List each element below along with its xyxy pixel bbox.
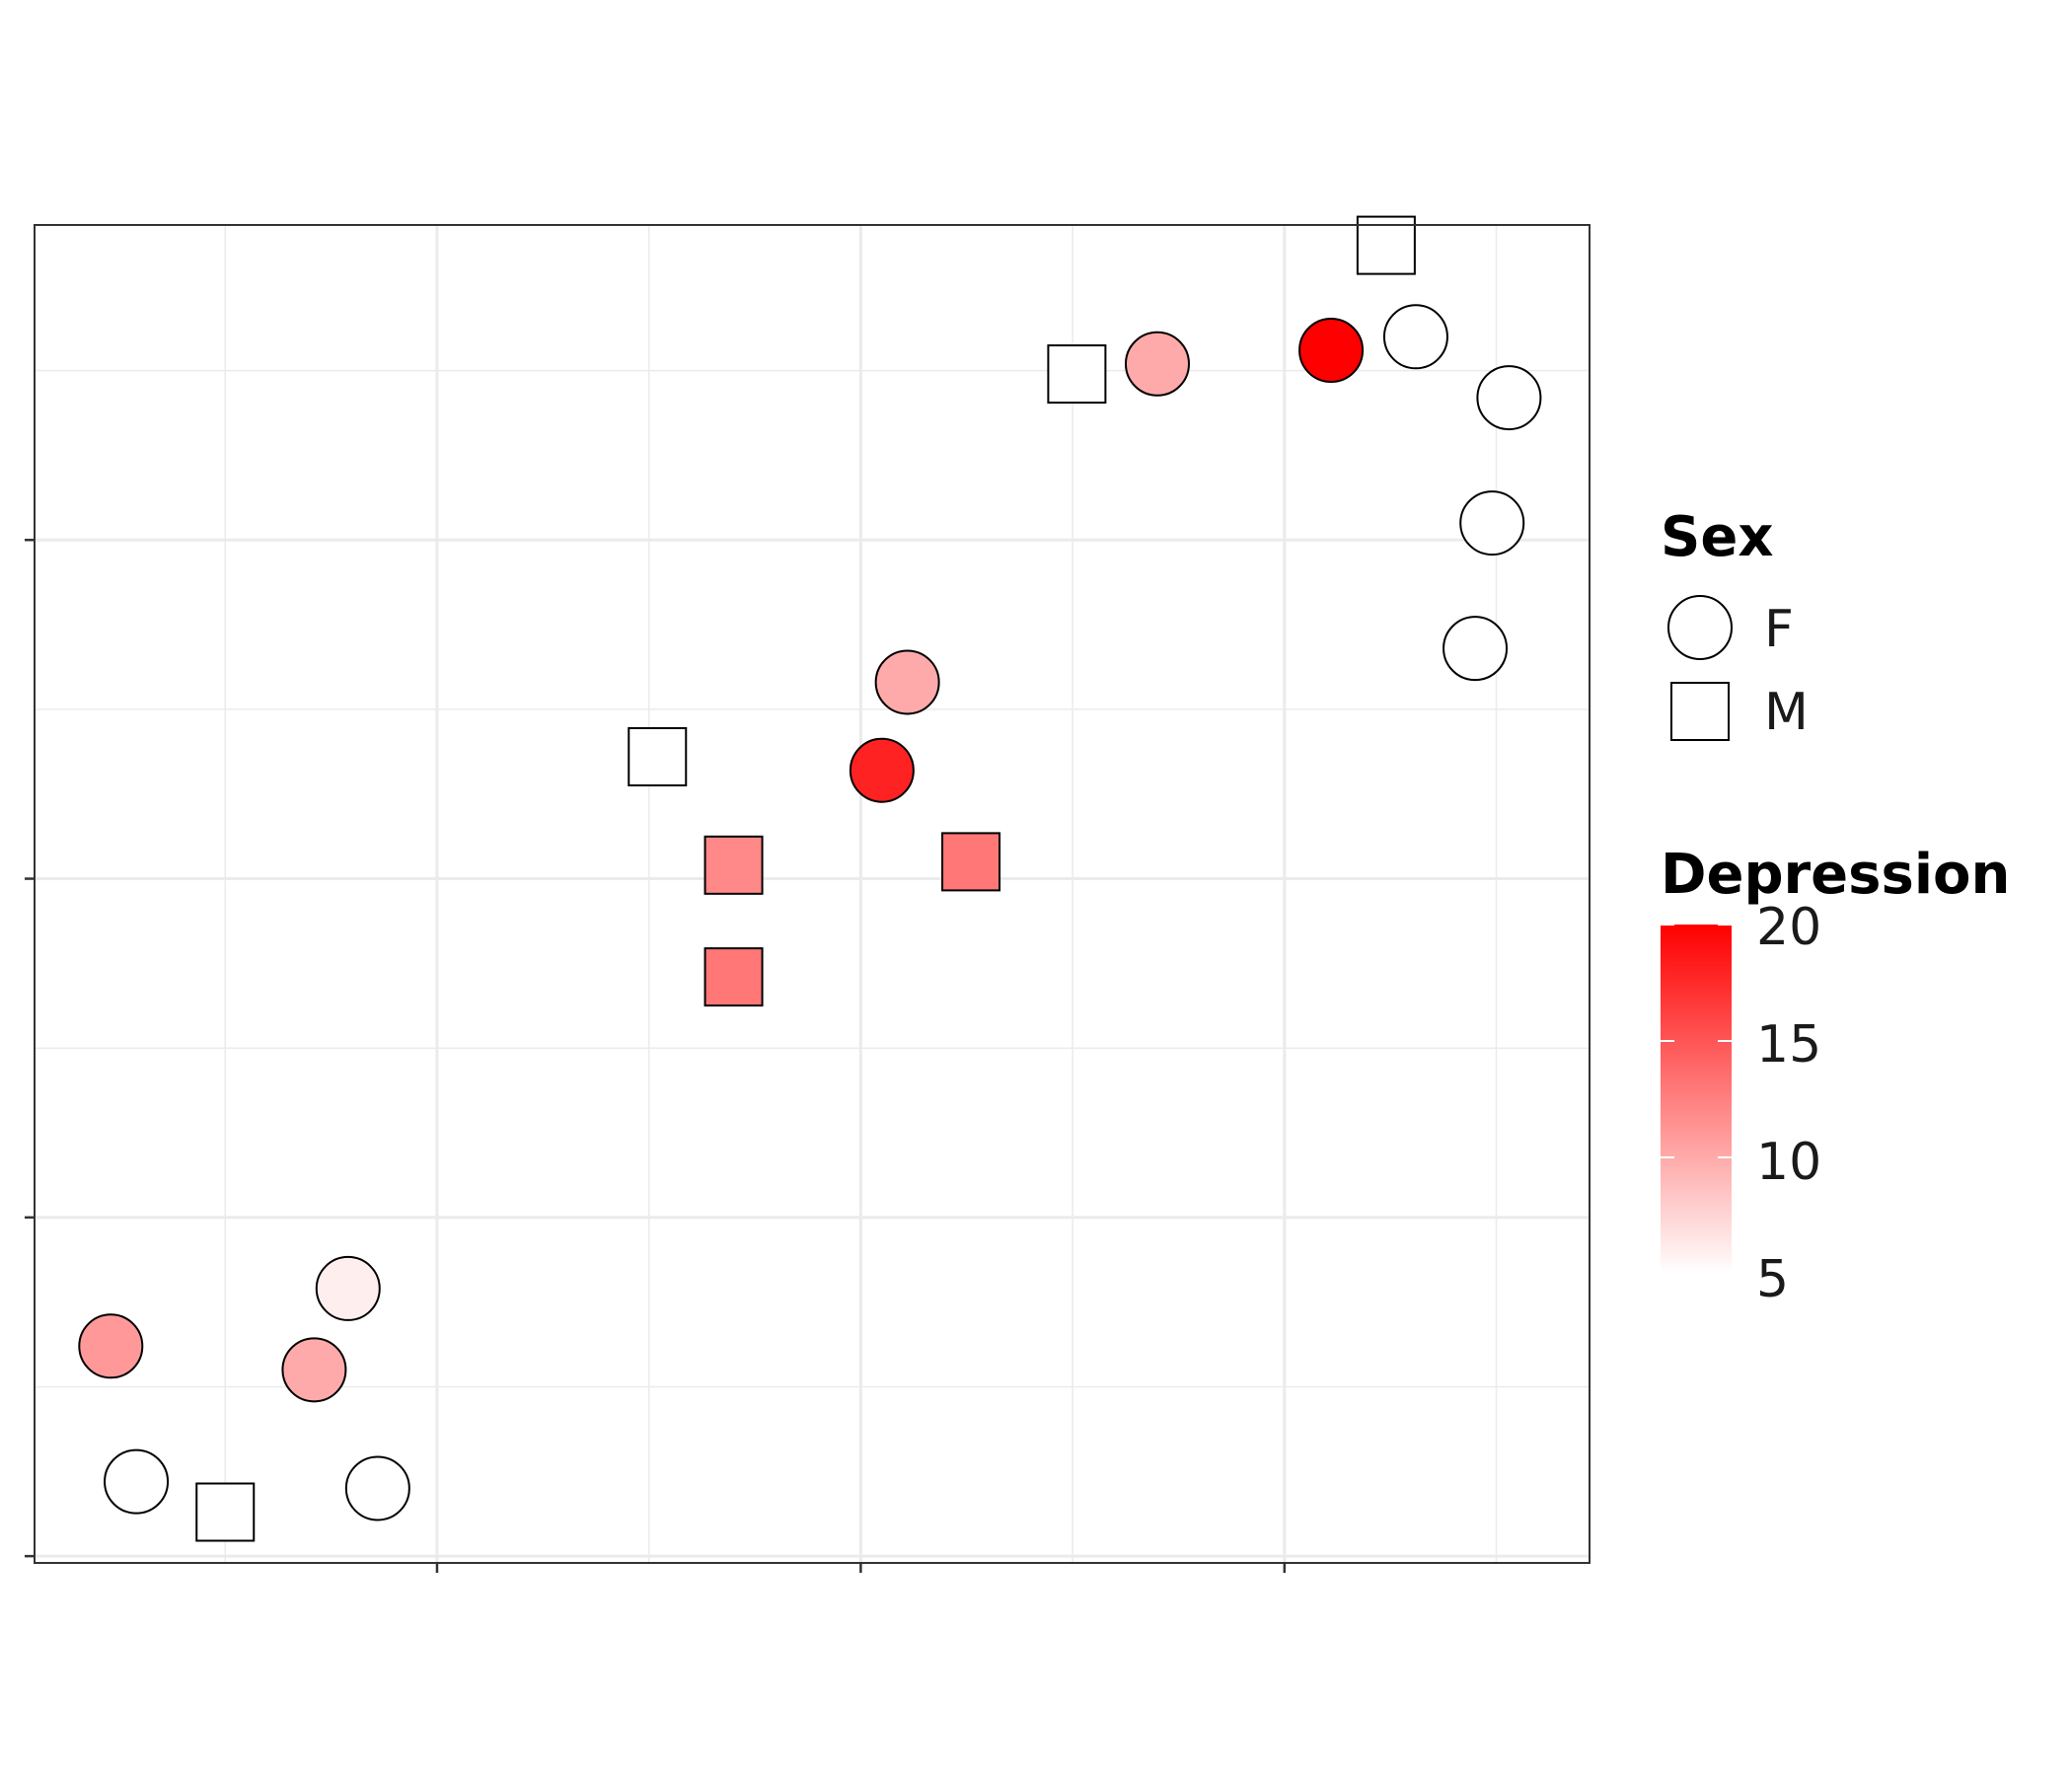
point-square bbox=[703, 835, 764, 895]
point-square bbox=[1356, 215, 1416, 275]
point-circle bbox=[315, 1255, 381, 1321]
point-square bbox=[703, 947, 764, 1007]
point-square bbox=[941, 832, 1001, 892]
point-circle bbox=[1124, 331, 1190, 397]
colorbar-label-15: 15 bbox=[1756, 1015, 1821, 1075]
point-circle bbox=[874, 649, 940, 715]
colorbar bbox=[1661, 925, 1732, 1274]
point-circle bbox=[1382, 304, 1448, 370]
point-circle bbox=[78, 1313, 144, 1379]
point-square bbox=[195, 1482, 256, 1542]
legend-key-circle bbox=[1667, 595, 1733, 660]
grid-major bbox=[35, 225, 1590, 1563]
colorbar-label-5: 5 bbox=[1756, 1250, 1789, 1309]
legend-sex-title: Sex bbox=[1661, 505, 1773, 569]
legend-depression-title: Depression bbox=[1661, 843, 2010, 907]
point-circle bbox=[1298, 318, 1365, 384]
colorbar-ticks bbox=[1661, 924, 1732, 1275]
panel-border bbox=[34, 224, 1591, 1564]
colorbar-label-20: 20 bbox=[1756, 898, 1821, 957]
legend-sex-label-f: F bbox=[1764, 600, 1794, 659]
grid-minor bbox=[35, 225, 1590, 1563]
legend-sex-label-m: M bbox=[1764, 683, 1809, 742]
legend-sex: Sex F M bbox=[1661, 505, 1809, 742]
point-circle bbox=[344, 1455, 410, 1521]
point-circle bbox=[281, 1337, 347, 1403]
point-square bbox=[628, 726, 688, 786]
legend-key-square bbox=[1670, 682, 1730, 741]
point-circle bbox=[1443, 616, 1509, 682]
points-layer bbox=[78, 215, 1542, 1542]
point-square bbox=[1047, 344, 1107, 405]
point-circle bbox=[1476, 365, 1542, 431]
axis-ticks bbox=[25, 539, 1287, 1573]
point-circle bbox=[1459, 490, 1525, 556]
legend-depression: Depression 20 15 10 5 bbox=[1661, 843, 2010, 1309]
point-circle bbox=[849, 737, 915, 803]
colorbar-label-10: 10 bbox=[1756, 1133, 1821, 1192]
point-circle bbox=[104, 1448, 170, 1515]
